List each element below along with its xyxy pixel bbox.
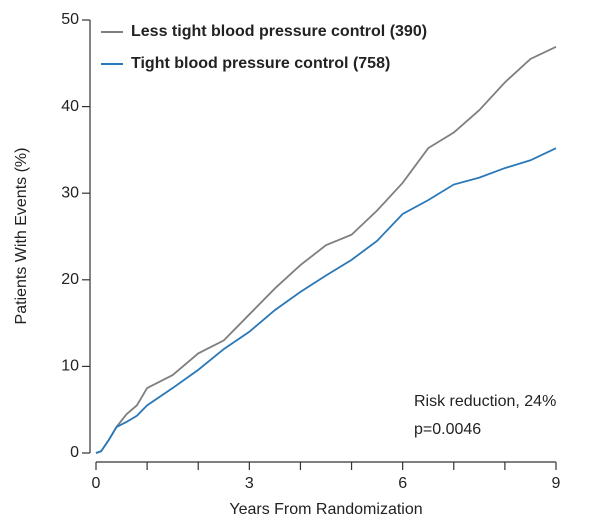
x-tick-label: 0 bbox=[92, 475, 101, 492]
y-axis-label: Patients With Events (%) bbox=[13, 148, 30, 325]
x-tick-label: 6 bbox=[398, 475, 407, 492]
legend-label: Tight blood pressure control (758) bbox=[131, 55, 390, 72]
y-tick-label: 40 bbox=[61, 98, 79, 115]
y-tick-label: 50 bbox=[61, 11, 79, 28]
y-tick-label: 30 bbox=[61, 184, 79, 201]
y-tick-label: 20 bbox=[61, 271, 79, 288]
series-line bbox=[95, 147, 557, 454]
y-tick-label: 0 bbox=[70, 444, 79, 461]
x-axis-label: Years From Randomization bbox=[229, 501, 422, 518]
annotation: p=0.0046 bbox=[414, 421, 481, 438]
y-tick-label: 10 bbox=[61, 358, 79, 375]
x-tick-label: 3 bbox=[245, 475, 254, 492]
legend-label: Less tight blood pressure control (390) bbox=[131, 23, 427, 40]
annotation: Risk reduction, 24% bbox=[414, 393, 556, 410]
x-tick-label: 9 bbox=[552, 475, 561, 492]
series-line bbox=[95, 46, 557, 454]
